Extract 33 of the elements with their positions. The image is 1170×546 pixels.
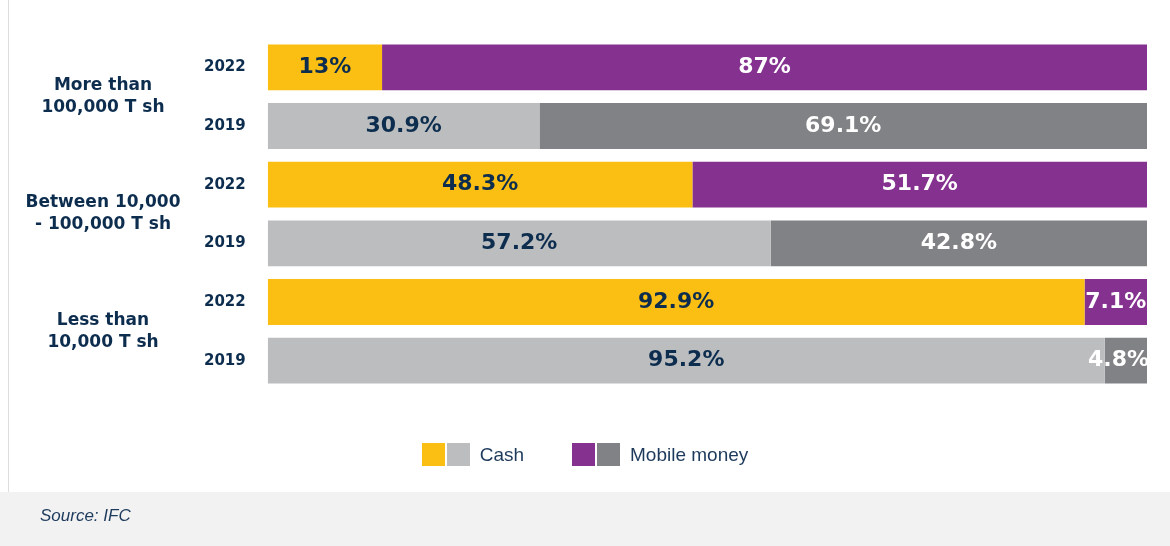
y-tick-label: 2019: [204, 350, 246, 369]
data-label: 7.1%: [1085, 287, 1147, 313]
bar: [382, 44, 1147, 91]
legend-label: Mobile money: [630, 443, 749, 466]
bar: [267, 44, 383, 91]
text: Between 10,000 - 100,000 T sh: [25, 191, 181, 234]
data-label: 95.2%: [648, 346, 725, 372]
bar: [267, 103, 540, 149]
data-label: 48.3%: [441, 170, 519, 196]
data-label: 42.8%: [920, 229, 997, 255]
data-label: 4.8%: [1087, 346, 1149, 372]
data-label: 87%: [738, 53, 791, 79]
data-label: 13%: [298, 53, 352, 79]
data-label: 30.9%: [365, 111, 442, 137]
y-tick-label: 2019: [204, 233, 246, 252]
bar: [539, 103, 1147, 149]
bar: [692, 161, 1147, 208]
y-tick-label: 2019: [204, 115, 246, 134]
y-tick-label: 2022: [204, 291, 246, 310]
y-tick-label: 2022: [204, 57, 246, 76]
data-label: 69.1%: [805, 111, 882, 137]
data-label: 92.9%: [638, 287, 715, 313]
bar: [770, 220, 1147, 267]
text: Less than 10,000 T sh: [47, 308, 159, 351]
bar: [267, 161, 693, 208]
text: More than 100,000 T sh: [41, 74, 165, 117]
y-tick-label: 2022: [204, 174, 246, 193]
data-label: 51.7%: [881, 170, 958, 196]
legend-label: Cash: [479, 443, 525, 466]
bar: [267, 279, 1085, 325]
source-note: Source: IFC: [40, 506, 131, 526]
data-label: 57.2%: [481, 229, 558, 255]
bar: [267, 220, 771, 267]
